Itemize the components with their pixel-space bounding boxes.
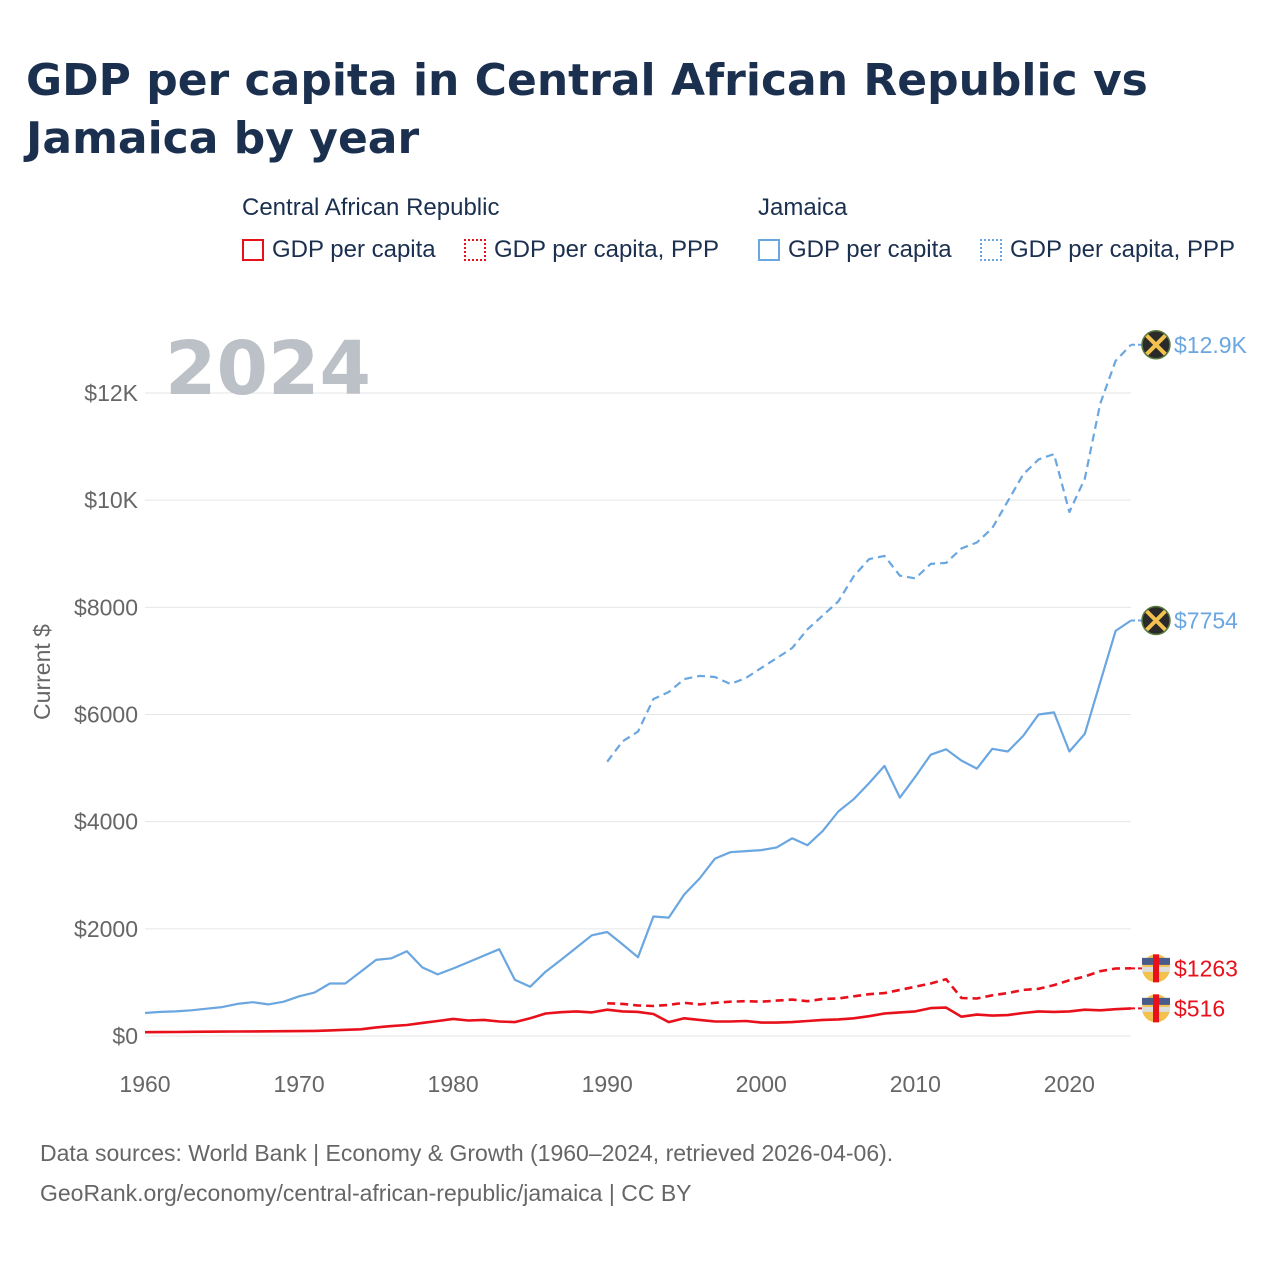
y-tick-label: $4000 [74,809,138,835]
x-tick-label: 1980 [428,1071,479,1097]
legend-item-jamaica-gdp[interactable]: GDP per capita [758,234,952,266]
flag-marker-ring [1141,605,1171,636]
legend-swatch-solid-blue [758,239,780,261]
legend-group-jamaica: Jamaica [758,194,848,221]
car-solid-line [144,1006,1132,1034]
footer-link[interactable]: GeoRank.org/economy/central-african-repu… [40,1180,692,1206]
legend-swatch-dotted-blue [980,239,1002,261]
x-axis: 1960 1970 1980 1990 2000 2010 2020 [119,1071,1095,1097]
y-tick-label: $0 [112,1023,138,1049]
x-tick-label: 1960 [119,1071,170,1097]
grid [145,392,1131,1037]
x-tick-label: 1970 [273,1071,324,1097]
x-tick-label: 2000 [736,1071,787,1097]
legend-group-car: Central African Republic [242,194,500,221]
legend-label: GDP per capita, PPP [494,236,719,263]
jamaica-dashed-line [606,344,1132,763]
series [144,344,1132,1034]
y-tick-label: $2000 [74,916,138,942]
legend-item-car-gdp[interactable]: GDP per capita [242,234,436,266]
end-value-label: $12.9K [1174,332,1248,358]
x-tick-label: 2020 [1044,1071,1095,1097]
end-markers: $7754 $12.9K $1263 $516 [1131,330,1248,1023]
y-tick-label: $6000 [74,702,138,728]
y-axis: $0 $2000 $4000 $6000 $8000 $10K $12K [74,380,139,1049]
end-value-label: $1263 [1174,955,1238,981]
jamaica-solid-line [144,619,1132,1015]
legend-label: GDP per capita, PPP [1010,236,1235,263]
car-flag-stripe-red [1153,994,1159,1023]
jamaica-flag-saltire [1144,333,1168,357]
y-tick-label: $10K [84,487,138,513]
y-tick-label: $12K [84,380,138,406]
year-watermark: 2024 [165,326,371,412]
car-flag-stripe-red [1153,954,1159,983]
end-value-label: $7754 [1174,608,1238,634]
jamaica-flag-saltire [1144,609,1168,632]
legend-swatch-solid-red [242,239,264,261]
y-tick-label: $8000 [74,594,138,620]
x-tick-label: 2010 [890,1071,941,1097]
car-dashed-line [607,967,1132,1008]
legend-item-car-gdp-ppp[interactable]: GDP per capita, PPP [464,234,719,266]
legend-label: GDP per capita [272,236,436,263]
x-tick-label: 1990 [582,1071,633,1097]
footer-sources: Data sources: World Bank | Economy & Gro… [40,1140,894,1166]
flag-marker-ring [1141,330,1171,360]
end-value-label: $516 [1174,995,1225,1021]
legend-label: GDP per capita [788,236,952,263]
y-axis-label: Current $ [29,624,55,720]
legend-item-jamaica-gdp-ppp[interactable]: GDP per capita, PPP [980,234,1235,266]
chart-title: GDP per capita in Central African Republ… [26,55,1148,164]
legend-swatch-dotted-red [464,239,486,261]
